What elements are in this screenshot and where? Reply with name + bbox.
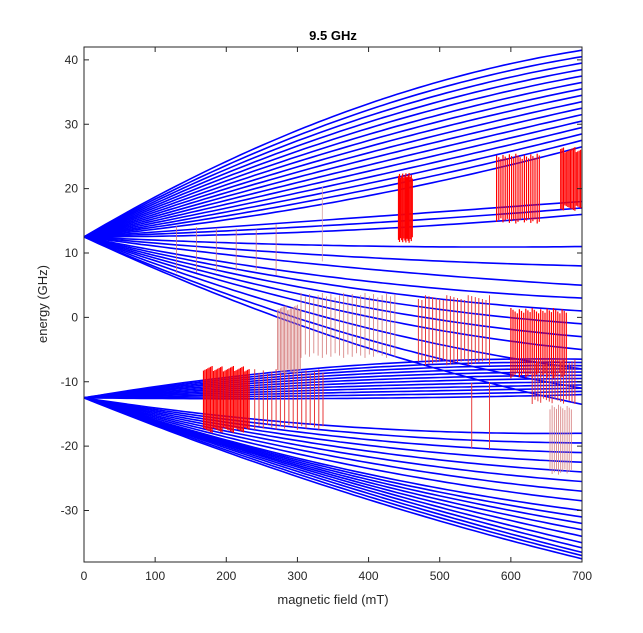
lower-energy-level [84,397,582,502]
lower-energy-level [84,361,582,399]
x-axis-ticks: 0 100 200 300 400 500 600 700 [81,47,592,583]
upper-energy-level [84,113,582,238]
upper-energy-level [84,213,582,238]
upper-energy-level [84,94,582,238]
x-tick-label: 0 [81,569,88,583]
y-axis-label: energy (GHz) [35,265,50,343]
x-tick-label: 700 [572,569,592,583]
upper-energy-level [84,126,582,238]
y-tick-label: -30 [61,504,79,518]
upper-energy-level [84,75,582,238]
upper-energy-level [84,88,582,238]
lower-energy-level [84,397,582,473]
chart-title: 9.5 GHz [309,28,357,43]
y-tick-label: 20 [65,182,79,196]
y-tick-label: 10 [65,246,79,260]
lower-energy-level [84,397,582,560]
upper-energy-level [84,120,582,238]
lower-energy-level [84,397,582,557]
upper-energy-level [84,236,582,312]
plot-frame [83,46,583,563]
lower-energy-level [84,384,582,399]
lower-energy-level [84,397,582,483]
upper-energy-level [84,100,582,238]
x-tick-label: 200 [216,569,236,583]
lower-energy-level [84,371,582,399]
y-tick-label: 0 [71,310,78,324]
upper-energy-level [84,81,582,238]
lower-energy-level [84,374,582,399]
upper-energy-level [84,55,582,238]
upper-energy-level [84,236,582,325]
lower-energy-level [84,364,582,399]
y-tick-label: 30 [65,117,79,131]
plot-area [84,47,582,562]
x-tick-label: 500 [430,569,450,583]
x-tick-label: 400 [359,569,379,583]
lower-energy-level [84,387,582,399]
x-tick-label: 100 [145,569,165,583]
upper-energy-level [84,236,582,370]
x-axis-label: magnetic field (mT) [277,592,388,607]
lower-energy-level [84,397,582,554]
y-axis-ticks: -30 -20 -10 0 10 20 30 40 [61,53,582,518]
x-tick-label: 300 [287,569,307,583]
lower-energy-level [84,358,582,399]
upper-energy-level [84,107,582,238]
upper-energy-level [84,236,582,338]
lower-energy-level [84,397,582,444]
upper-energy-level [84,236,582,351]
upper-energy-level [84,68,582,238]
upper-energy-level [84,49,582,238]
y-tick-label: -20 [61,439,79,453]
lower-energy-level [84,381,582,399]
y-tick-label: 40 [65,53,79,67]
upper-energy-level [84,236,582,299]
upper-energy-level [84,236,582,248]
upper-energy-level [84,236,582,406]
lower-energy-level [84,397,582,435]
upper-energy-level [84,236,582,286]
transition-lines [176,147,582,475]
upper-energy-level [84,62,582,238]
lower-energy-level [84,397,582,463]
x-tick-label: 600 [501,569,521,583]
lower-energy-level [84,377,582,399]
lower-energy-level [84,393,582,400]
lower-energy-level [84,390,582,399]
lower-energy-level [84,397,582,454]
lower-energy-level [84,397,582,549]
upper-energy-level [84,133,582,238]
y-tick-label: -10 [61,375,79,389]
upper-energy-level [84,236,582,267]
lower-energy-level [84,368,582,399]
lower-energy-level [84,397,582,492]
